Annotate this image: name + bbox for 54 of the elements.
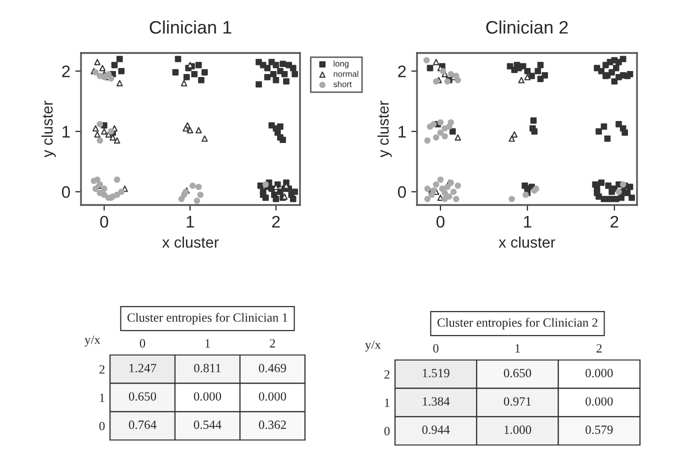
data-label: 0.362	[258, 420, 286, 430]
chart-title: Cluster entropies for Clinician 1	[127, 312, 288, 324]
data-label: 0.971	[504, 397, 531, 406]
x-tick-label: 0	[433, 344, 438, 353]
data-label: 1.384	[422, 397, 450, 406]
data-label: 0.650	[504, 368, 532, 378]
y-axis-title: y cluster	[378, 100, 392, 158]
data-label: 0.000	[586, 368, 613, 378]
data-label: 0.811	[194, 364, 221, 372]
data-label: 1.000	[504, 426, 532, 434]
legend-label: short	[333, 81, 352, 88]
data-label: 1.247	[130, 364, 156, 372]
y-tick-label: 0	[398, 186, 406, 198]
x-tick-label: 2	[610, 216, 618, 228]
x-tick-label: 1	[515, 344, 520, 352]
x-axis-title: x cluster	[498, 236, 556, 248]
y-tick-label: 0	[384, 426, 390, 436]
chart-title: Clinician 2	[486, 20, 568, 34]
y-tick-label: 2	[384, 370, 390, 379]
y-tick-label: 2	[99, 365, 104, 374]
text: y/x	[365, 340, 381, 352]
chart-title: Cluster entropies for Clinician 2	[437, 318, 598, 330]
legend-label: long	[334, 60, 348, 68]
data-label: 0.650	[128, 392, 156, 401]
x-tick-label: 1	[205, 339, 210, 348]
x-tick-label: 1	[524, 216, 532, 228]
data-label: 0.544	[194, 420, 222, 430]
legend-label: normal	[334, 70, 358, 77]
y-tick-label: 2	[398, 65, 406, 78]
x-tick-label: 2	[596, 344, 602, 352]
y-tick-label: 2	[62, 65, 70, 78]
data-label: 0.764	[128, 420, 156, 430]
data-label: 0.000	[194, 392, 222, 401]
y-tick-label: 1	[62, 126, 70, 138]
data-label: 0.000	[586, 397, 613, 406]
y-tick-label: 1	[398, 126, 406, 138]
y-axis-title: y cluster	[42, 100, 56, 158]
y-tick-label: 0	[62, 186, 70, 198]
x-tick-label: 2	[270, 339, 275, 348]
x-tick-label: 1	[186, 216, 194, 228]
data-label: 0.469	[258, 364, 286, 372]
data-label: 0.944	[422, 426, 450, 434]
data-label: 1.519	[422, 368, 450, 378]
x-tick-label: 0	[436, 216, 444, 228]
data-label: 0.000	[258, 392, 286, 401]
text: y/x	[84, 336, 100, 346]
x-axis-title: x cluster	[162, 236, 219, 248]
y-tick-label: 1	[100, 394, 104, 402]
y-tick-label: 0	[99, 422, 105, 430]
y-tick-label: 1	[384, 398, 390, 407]
x-tick-label: 0	[140, 339, 146, 348]
data-label: 0.579	[586, 426, 613, 434]
chart-title: Clinician 1	[150, 20, 232, 34]
x-tick-label: 2	[272, 216, 280, 228]
